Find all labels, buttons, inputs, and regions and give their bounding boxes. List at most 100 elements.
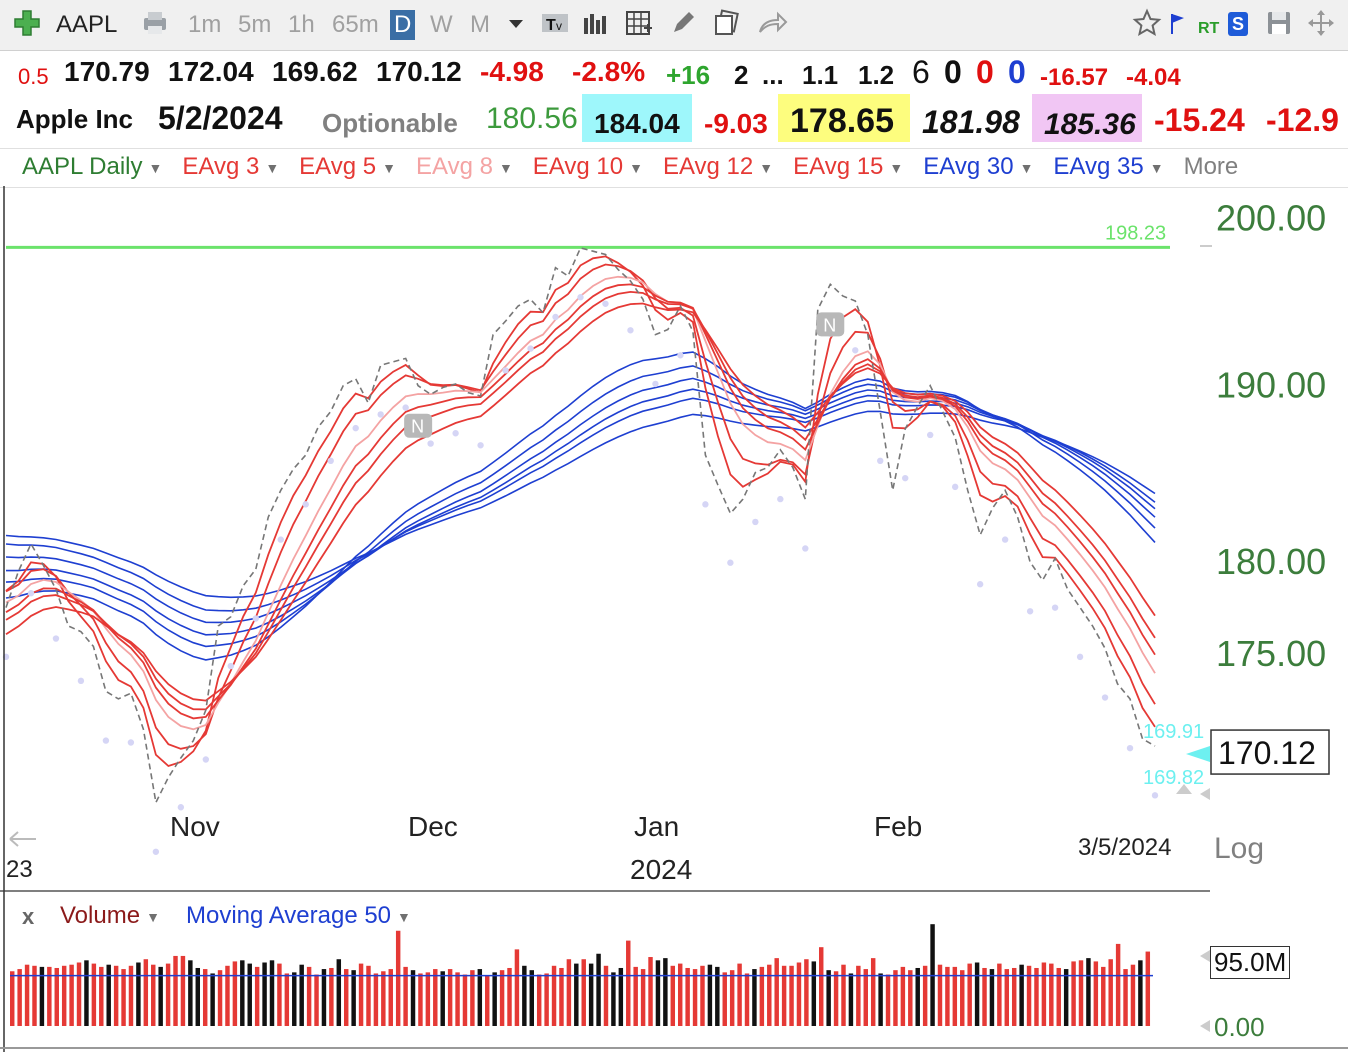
scroll-left-icon[interactable] [6, 826, 42, 857]
printer-icon[interactable] [140, 8, 170, 48]
low-dot [427, 440, 434, 447]
s-button[interactable]: S [1228, 12, 1249, 36]
stat-v7: 0 [944, 54, 962, 90]
volume-bar [1026, 965, 1032, 1026]
indicator-5[interactable]: EAvg 12 ▼ [663, 153, 773, 181]
chevron-down-icon[interactable]: ▼ [265, 159, 280, 176]
volume-bar [729, 970, 735, 1026]
low-dot [402, 404, 409, 411]
indicator-9[interactable]: More [1184, 153, 1239, 181]
volume-bar [329, 967, 334, 1026]
volume-ma-label[interactable]: Moving Average 50 ▼ [186, 902, 411, 930]
low-dot [602, 300, 609, 307]
volume-bar [574, 963, 579, 1026]
last-price-label: 170.12 [1218, 735, 1316, 771]
share-icon[interactable] [756, 8, 790, 48]
volume-bar [173, 955, 178, 1026]
volume-bar [277, 963, 282, 1026]
indicator-label: AAPL Daily [22, 153, 143, 180]
volume-bar [982, 967, 987, 1026]
symbol-field[interactable]: AAPL [56, 11, 118, 38]
end-date-label: 3/5/2024 [1078, 834, 1172, 861]
volume-bar [165, 963, 171, 1026]
low-dot [727, 559, 734, 566]
indicator-2[interactable]: EAvg 5 ▼ [299, 153, 396, 181]
chevron-down-icon[interactable]: ▼ [889, 159, 904, 176]
volume-bar [151, 964, 156, 1026]
row2-v4-highlight [778, 94, 910, 142]
timeframe-65m[interactable]: 65m [332, 11, 379, 38]
volume-bar [581, 959, 586, 1026]
timeframe-m[interactable]: M [470, 11, 490, 38]
rt-label[interactable]: RT [1198, 20, 1220, 37]
pencil-icon[interactable] [668, 8, 698, 48]
low-dot [277, 536, 284, 543]
high-price: 172.04 [168, 56, 254, 87]
indicator-7[interactable]: EAvg 30 ▼ [923, 153, 1033, 181]
row2-v4: 178.65 [790, 102, 894, 140]
chevron-down-icon[interactable]: ▼ [1019, 159, 1034, 176]
volume-bar [477, 969, 483, 1026]
scroll-arrows-icon[interactable] [1176, 784, 1210, 800]
timeframe-1h[interactable]: 1h [288, 11, 315, 38]
close-volume-pane-button[interactable]: x [22, 904, 35, 929]
volume-bar [937, 964, 943, 1026]
timeframe-d-active[interactable]: D [390, 10, 416, 40]
volume-bar [826, 970, 831, 1026]
chevron-down-icon[interactable]: ▼ [498, 159, 513, 176]
chevron-down-icon[interactable]: ▼ [759, 159, 774, 176]
caret-down-icon[interactable] [506, 8, 526, 48]
indicator-0[interactable]: AAPL Daily ▼ [22, 153, 162, 181]
volume-bar [1101, 966, 1106, 1026]
timeframe-w[interactable]: W [430, 11, 453, 38]
bars-icon[interactable] [580, 8, 610, 48]
timeframe-5m[interactable]: 5m [238, 11, 272, 38]
chevron-down-icon[interactable]: ▼ [148, 159, 163, 176]
chevron-down-icon[interactable]: ▼ [629, 159, 643, 176]
volume-bar [336, 959, 342, 1026]
chevron-down-icon[interactable]: ▼ [1149, 159, 1164, 176]
chevron-down-icon[interactable]: ▼ [382, 159, 396, 176]
indicator-8[interactable]: EAvg 35 ▼ [1053, 153, 1163, 181]
event-badge[interactable] [404, 413, 433, 438]
row2-v1: 180.56 [486, 102, 578, 135]
volume-bar [922, 965, 928, 1026]
optionable-label: Optionable [322, 108, 458, 138]
add-symbol-icon[interactable] [12, 8, 42, 48]
volume-bar [343, 969, 349, 1026]
indicator-4[interactable]: EAvg 10 ▼ [533, 153, 643, 181]
volume-bar [54, 967, 59, 1026]
compare-icon[interactable] [712, 8, 742, 48]
low-dot [852, 347, 859, 354]
indicator-label: EAvg 3 [182, 153, 260, 180]
stat-v2: 2 [734, 60, 749, 90]
volume-bar [1004, 969, 1010, 1026]
timeframe-1m[interactable]: 1m [188, 11, 222, 38]
volume-bar [366, 965, 371, 1026]
indicator-6[interactable]: EAvg 15 ▼ [793, 153, 903, 181]
event-badge[interactable] [816, 312, 845, 337]
flag-icon[interactable] [1168, 8, 1188, 48]
volume-bar [677, 963, 683, 1026]
move-icon[interactable] [1306, 8, 1336, 48]
grid-icon[interactable] [624, 8, 654, 48]
indicator-label: EAvg 12 [662, 153, 754, 180]
indicator-3[interactable]: EAvg 8 ▼ [416, 153, 513, 181]
star-icon[interactable] [1132, 8, 1162, 48]
chevron-down-icon[interactable]: ▼ [397, 908, 411, 925]
volume-label[interactable]: Volume ▼ [60, 902, 160, 930]
row2-v2: 184.04 [594, 108, 680, 139]
save-icon[interactable] [1264, 8, 1294, 48]
volume-bar [462, 974, 468, 1026]
volume-bar [796, 962, 802, 1026]
price-chart[interactable]: 198.23 N N 200.00 190.00 180.00 175.00 169.91… [0, 186, 1348, 1052]
low-dot [77, 677, 85, 685]
volume-scroll-icon[interactable] [1200, 950, 1210, 1032]
log-scale-toggle[interactable]: Log [1214, 832, 1265, 865]
volume-bar [1138, 960, 1143, 1026]
chevron-down-icon[interactable]: ▼ [146, 908, 160, 925]
low-dot [752, 518, 759, 526]
indicator-1[interactable]: EAvg 3 ▼ [182, 153, 279, 181]
volume-bar [893, 970, 898, 1026]
